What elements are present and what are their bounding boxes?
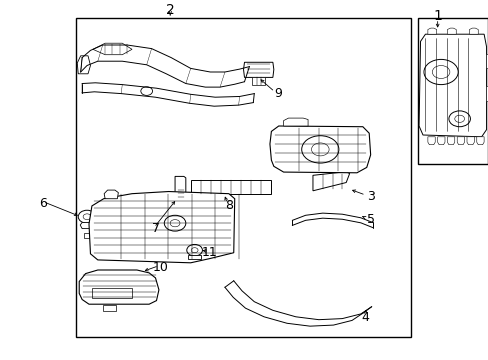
Circle shape <box>186 244 202 256</box>
Text: 5: 5 <box>366 213 374 226</box>
Polygon shape <box>251 77 264 85</box>
Text: 10: 10 <box>152 261 168 274</box>
Circle shape <box>431 66 449 78</box>
Polygon shape <box>77 56 90 74</box>
Polygon shape <box>175 176 185 199</box>
Circle shape <box>78 210 96 223</box>
Circle shape <box>311 143 328 156</box>
Polygon shape <box>283 118 307 126</box>
Polygon shape <box>80 222 96 229</box>
Polygon shape <box>447 137 454 145</box>
Polygon shape <box>79 270 159 304</box>
Circle shape <box>454 115 464 122</box>
Polygon shape <box>190 180 271 194</box>
Text: 6: 6 <box>39 197 47 210</box>
Polygon shape <box>427 137 434 145</box>
Polygon shape <box>102 305 116 311</box>
Text: 8: 8 <box>224 199 232 212</box>
Bar <box>417 18 487 164</box>
Circle shape <box>191 248 198 253</box>
Text: 3: 3 <box>366 190 374 203</box>
Text: 1: 1 <box>432 9 441 23</box>
Polygon shape <box>468 28 477 34</box>
Polygon shape <box>104 190 118 199</box>
Polygon shape <box>269 126 370 173</box>
Polygon shape <box>456 137 464 145</box>
Text: 9: 9 <box>273 87 281 100</box>
Polygon shape <box>437 137 444 145</box>
Bar <box>76 18 410 337</box>
Text: 2: 2 <box>165 3 174 17</box>
Circle shape <box>301 136 338 163</box>
Polygon shape <box>485 86 488 101</box>
Polygon shape <box>476 137 483 145</box>
Polygon shape <box>92 288 132 298</box>
Circle shape <box>448 111 469 127</box>
Polygon shape <box>312 172 349 191</box>
Polygon shape <box>93 43 132 55</box>
Polygon shape <box>466 137 473 145</box>
Polygon shape <box>447 28 455 34</box>
Polygon shape <box>418 34 486 137</box>
Polygon shape <box>84 233 93 238</box>
Circle shape <box>170 220 180 227</box>
Polygon shape <box>188 255 201 259</box>
Circle shape <box>164 215 185 231</box>
Circle shape <box>83 214 91 220</box>
Text: 7: 7 <box>151 222 159 235</box>
Polygon shape <box>427 28 436 34</box>
Polygon shape <box>243 62 273 77</box>
Polygon shape <box>485 54 488 68</box>
Polygon shape <box>89 192 234 263</box>
Circle shape <box>423 59 457 85</box>
Text: 4: 4 <box>361 311 369 324</box>
Text: 11: 11 <box>201 246 217 259</box>
Circle shape <box>141 87 152 95</box>
